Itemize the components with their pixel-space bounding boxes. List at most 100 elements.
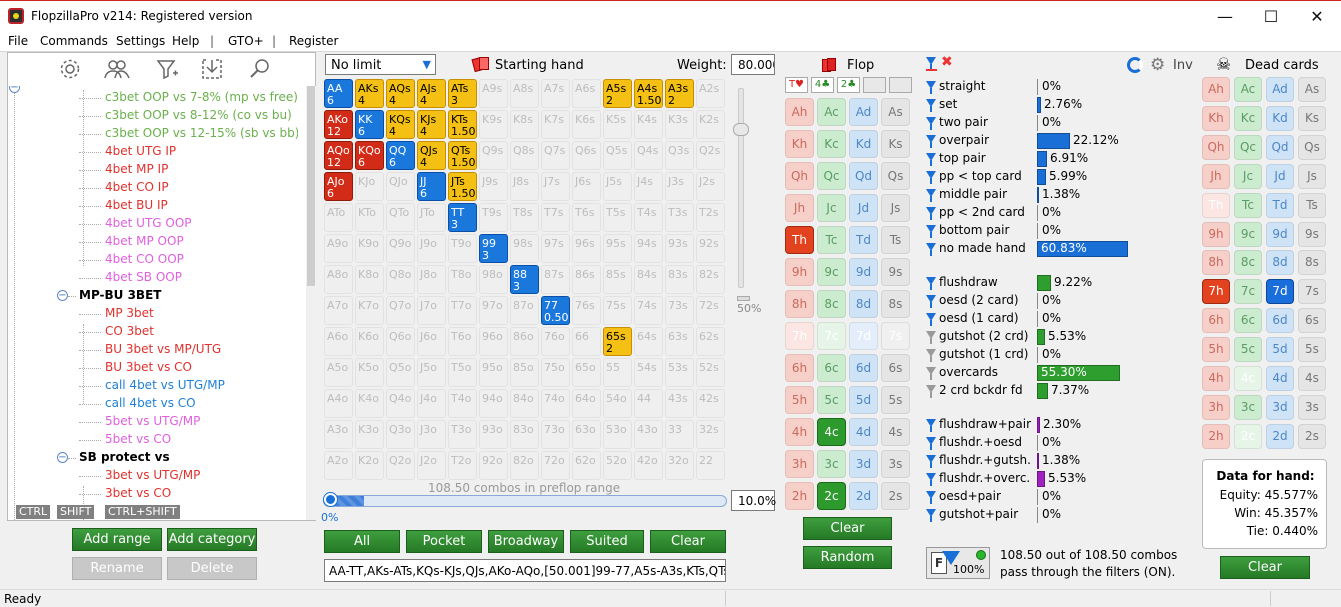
flop-card-jd[interactable]: Jd — [849, 194, 878, 222]
hand-cell[interactable]: 88 3 — [510, 265, 539, 294]
filter-funnel-icon[interactable] — [926, 385, 936, 398]
hand-cell[interactable]: AQs 4 — [386, 79, 415, 108]
filter-funnel-icon[interactable] — [926, 99, 936, 112]
minimize-button[interactable]: — — [1217, 7, 1233, 26]
filter-funnel-icon[interactable] — [926, 455, 936, 468]
flop-card-js[interactable]: Js — [881, 194, 910, 222]
filter-row[interactable]: gutshot+pair 0% — [926, 506, 1186, 524]
tree-item[interactable]: c3bet OOP vs 8-12% (co vs bu) — [105, 108, 292, 122]
tree-item[interactable]: 4bet UTG OOP — [105, 216, 192, 230]
hand-cell[interactable]: T9s — [479, 203, 508, 232]
flop-card-3d[interactable]: 3d — [849, 450, 878, 478]
filter-row[interactable]: bottom pair 0% — [926, 222, 1186, 240]
filter-row[interactable]: overpair 22.12% — [926, 132, 1186, 150]
dead-card-9c[interactable]: 9c — [1234, 221, 1262, 247]
search-icon[interactable] — [246, 55, 274, 83]
flop-card-5h[interactable]: 5h — [785, 386, 814, 414]
dead-card-qs[interactable]: Qs — [1298, 134, 1326, 160]
hand-cell[interactable]: K4s — [634, 110, 663, 139]
hand-cell[interactable]: Q8o — [386, 265, 415, 294]
menu-register[interactable]: Register — [289, 34, 339, 48]
hand-cell[interactable]: K5s — [603, 110, 632, 139]
dead-card-7s[interactable]: 7s — [1298, 279, 1326, 305]
filter-row[interactable]: straight 0% — [926, 78, 1186, 96]
flop-card-ac[interactable]: Ac — [817, 98, 846, 126]
filter-funnel-icon[interactable] — [926, 295, 936, 308]
dead-card-8h[interactable]: 8h — [1202, 250, 1230, 276]
hand-cell[interactable]: 99 3 — [479, 234, 508, 263]
hand-cell[interactable]: J2o — [417, 451, 446, 480]
hand-cell[interactable]: K2s — [696, 110, 725, 139]
hand-cell[interactable]: A7o — [324, 296, 353, 325]
dead-card-qc[interactable]: Qc — [1234, 134, 1262, 160]
combos-progress[interactable] — [323, 495, 727, 507]
hand-cell[interactable]: T2s — [696, 203, 725, 232]
hand-cell[interactable]: K9s — [479, 110, 508, 139]
flop-card-2s[interactable]: 2s — [881, 482, 910, 510]
filter-funnel-icon[interactable] — [926, 419, 936, 432]
hand-cell[interactable]: 52s — [696, 358, 725, 387]
hand-cell[interactable]: Q4s — [634, 141, 663, 170]
dead-card-9s[interactable]: 9s — [1298, 221, 1326, 247]
hand-cell[interactable]: KQo 6 — [355, 141, 384, 170]
hand-cell[interactable]: J7o — [417, 296, 446, 325]
dead-card-ad[interactable]: Ad — [1266, 77, 1294, 102]
hand-cell[interactable]: AA 6 — [324, 79, 353, 108]
hand-cell[interactable]: AKs 4 — [355, 79, 384, 108]
dead-card-ah[interactable]: Ah — [1202, 77, 1230, 102]
hand-cell[interactable]: 97s — [541, 234, 570, 263]
filter-funnel-icon[interactable] — [926, 207, 936, 220]
hand-cell[interactable]: Q3o — [386, 420, 415, 449]
filter-funnel-icon[interactable] — [926, 117, 936, 130]
hand-cell[interactable]: 54s — [634, 358, 663, 387]
menu-commands[interactable]: Commands — [40, 34, 108, 48]
weight-slider-thumb[interactable] — [733, 123, 749, 136]
dead-card-5h[interactable]: 5h — [1202, 337, 1230, 363]
hand-cell[interactable]: 95s — [603, 234, 632, 263]
delete-button[interactable]: Delete — [167, 557, 257, 580]
users-icon[interactable] — [103, 55, 131, 83]
hand-cell[interactable]: Q7s — [541, 141, 570, 170]
flop-card-4d[interactable]: 4d — [849, 418, 878, 446]
hand-cell[interactable]: 86o — [510, 327, 539, 356]
hand-cell[interactable]: A8s — [510, 79, 539, 108]
hand-cell[interactable]: JJ 6 — [417, 172, 446, 201]
hand-cell[interactable]: T2o — [448, 451, 477, 480]
filter-row[interactable]: two pair 0% — [926, 114, 1186, 132]
hand-cell[interactable]: Q5s — [603, 141, 632, 170]
flop-slot[interactable]: T♥ — [785, 77, 808, 93]
close-button[interactable]: ✕ — [1310, 7, 1324, 26]
hand-cell[interactable]: A2o — [324, 451, 353, 480]
tree-item[interactable]: call 4bet vs CO — [105, 396, 196, 410]
filter-funnel-icon[interactable] — [926, 243, 936, 256]
flop-card-qd[interactable]: Qd — [849, 162, 878, 190]
filter-row[interactable]: set 2.76% — [926, 96, 1186, 114]
filter-row[interactable]: flushdraw 9.22% — [926, 274, 1186, 292]
hand-cell[interactable]: Q6o — [386, 327, 415, 356]
dead-card-7c[interactable]: 7c — [1234, 279, 1262, 305]
hand-cell[interactable]: TT 3 — [448, 203, 477, 232]
tree-item[interactable]: 4bet SB OOP — [105, 270, 182, 284]
hand-cell[interactable]: 72o — [541, 451, 570, 480]
hand-cell[interactable]: KTo — [355, 203, 384, 232]
flop-card-as[interactable]: As — [881, 98, 910, 126]
hand-cell[interactable]: K8o — [355, 265, 384, 294]
flop-card-8c[interactable]: 8c — [817, 290, 846, 318]
weight-input[interactable]: 80.000 — [731, 54, 775, 75]
flop-card-8h[interactable]: 8h — [785, 290, 814, 318]
clear-range-button[interactable]: Clear — [650, 530, 726, 553]
flop-card-tc[interactable]: Tc — [817, 226, 846, 254]
hand-cell[interactable]: A8o — [324, 265, 353, 294]
hand-cell[interactable]: Q7o — [386, 296, 415, 325]
hand-cell[interactable]: 94s — [634, 234, 663, 263]
hand-cell[interactable]: 55 — [603, 358, 632, 387]
filter-row[interactable]: gutshot (1 crd) 0% — [926, 346, 1186, 364]
filter-icon[interactable] — [926, 56, 938, 72]
tree-item[interactable]: 3bet vs UTG/MP — [105, 468, 201, 482]
hand-cell[interactable]: K2o — [355, 451, 384, 480]
hand-cell[interactable]: ATo — [324, 203, 353, 232]
hand-cell[interactable]: 63s — [665, 327, 694, 356]
filter-row[interactable]: 2 crd bckdr fd 7.37% — [926, 382, 1186, 400]
hand-cell[interactable]: A4s 1.50 — [634, 79, 663, 108]
hand-cell[interactable]: QTo — [386, 203, 415, 232]
